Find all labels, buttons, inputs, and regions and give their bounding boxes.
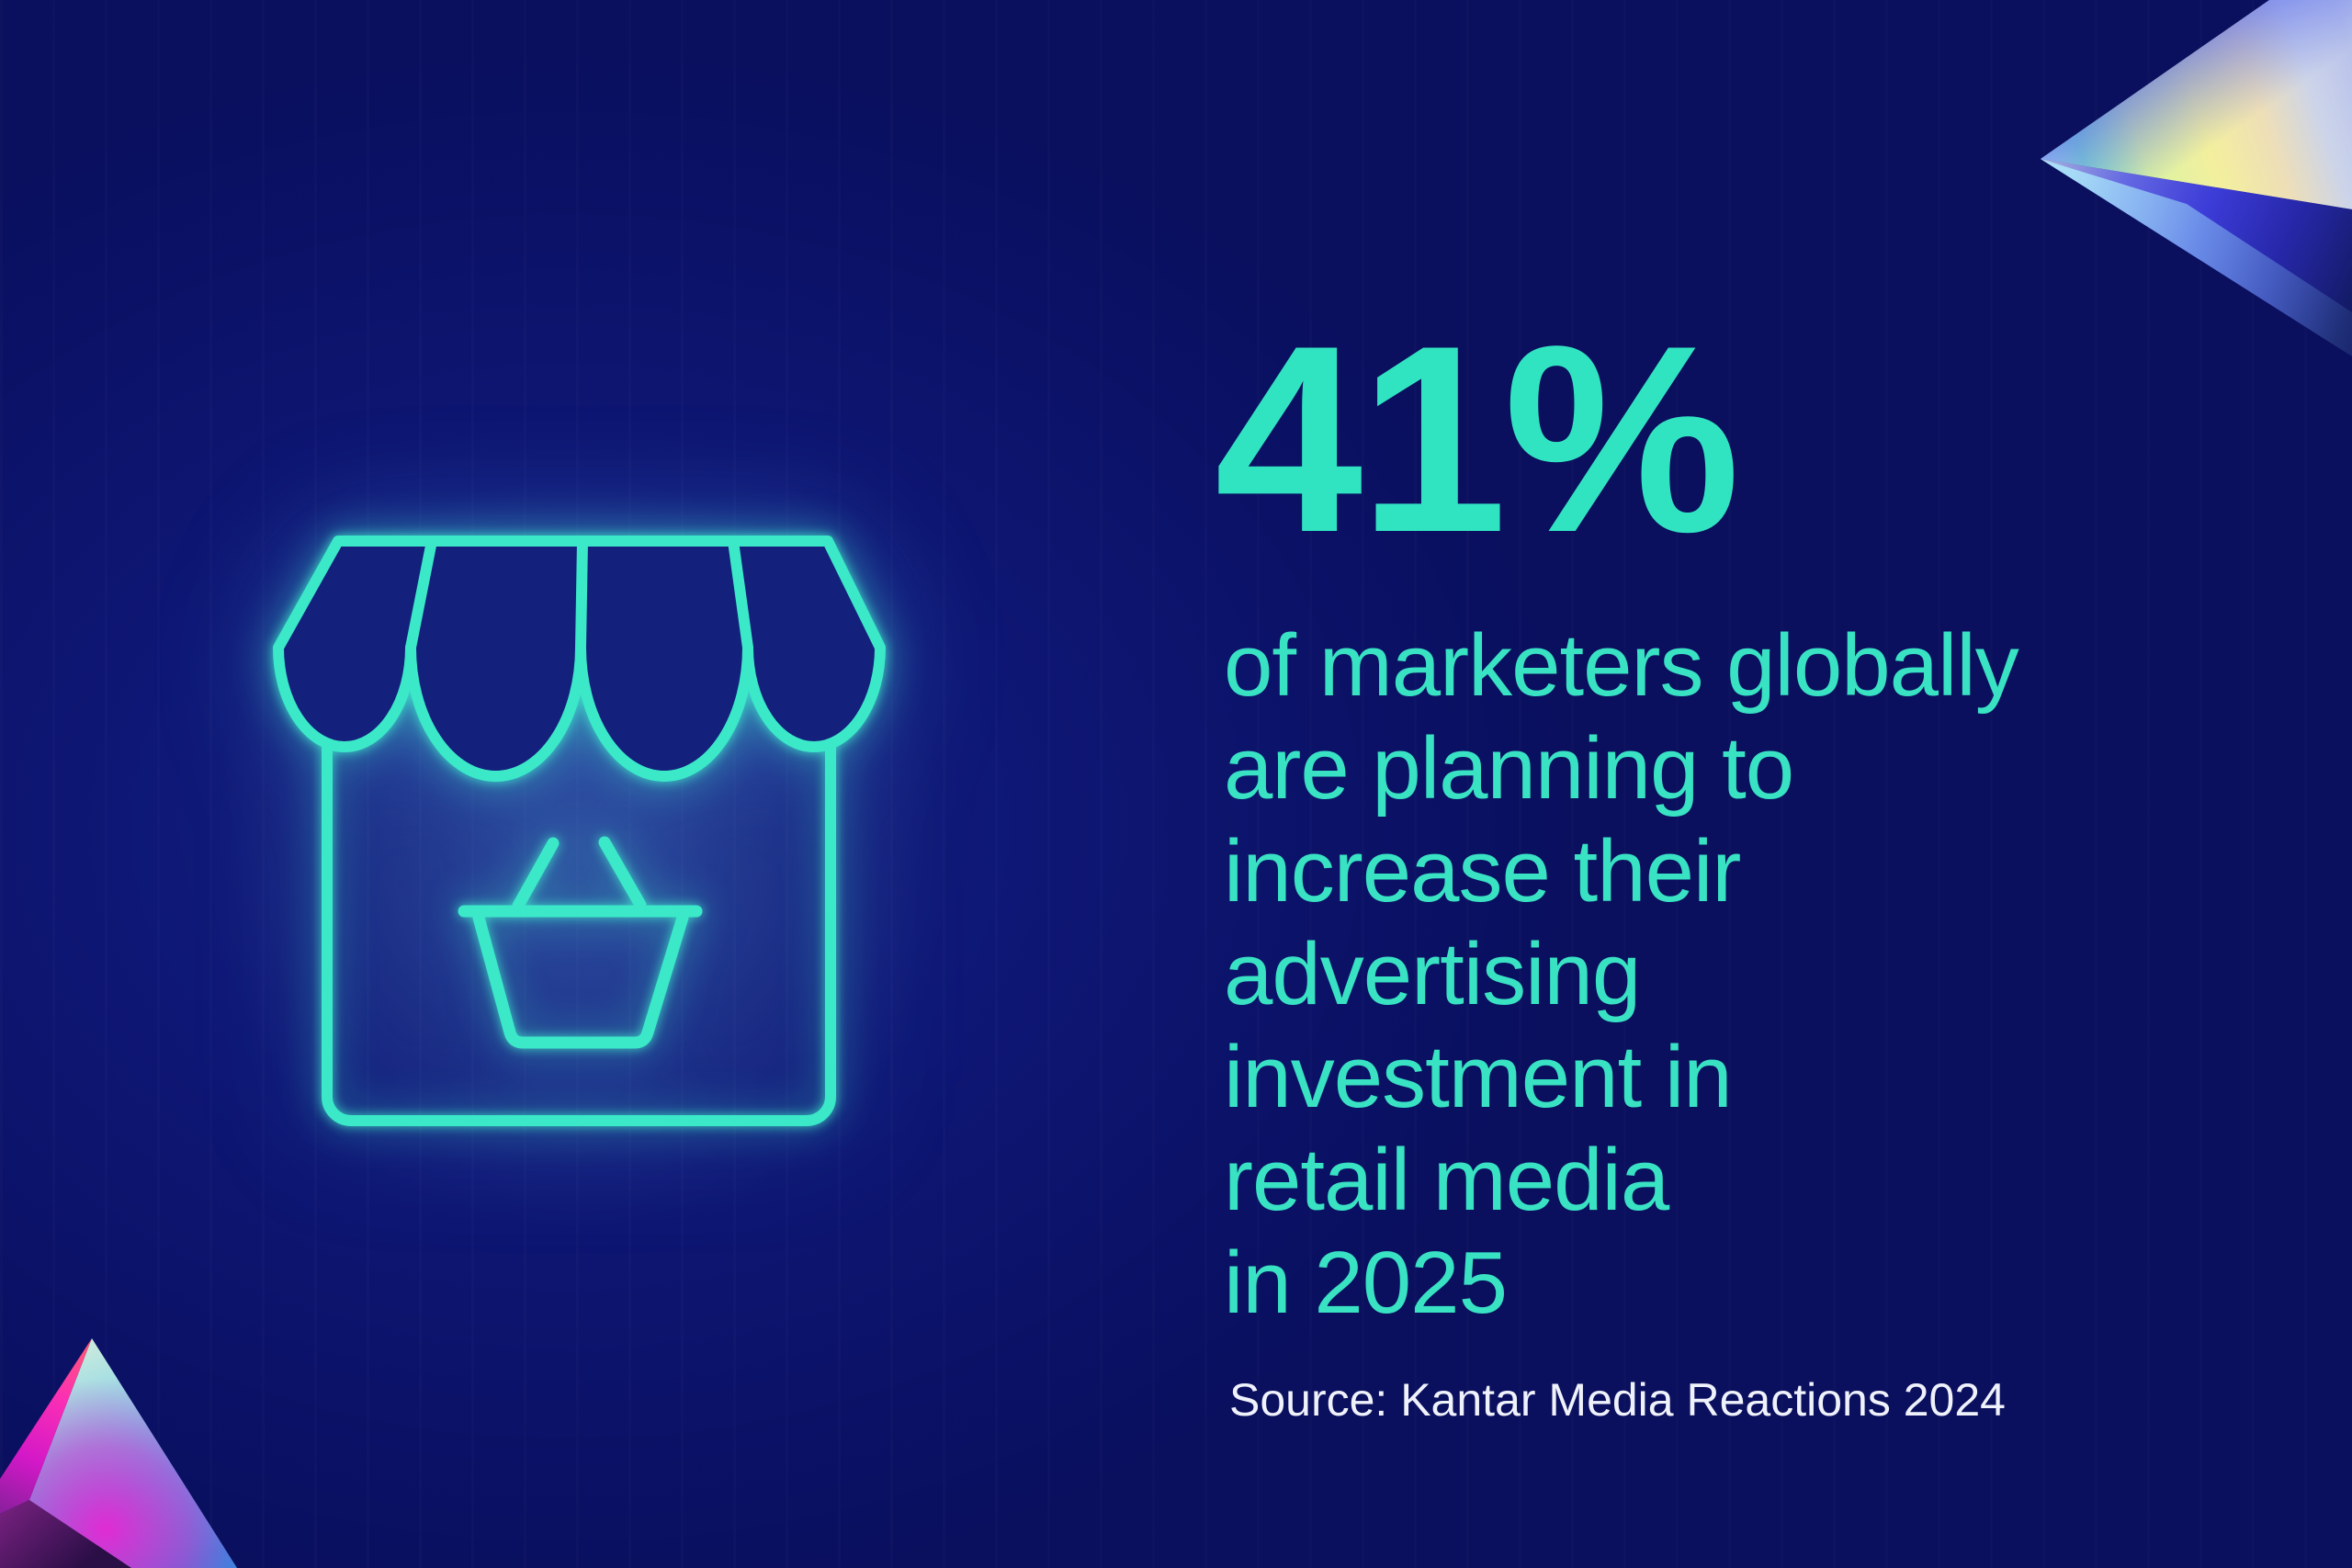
shopping-basket	[458, 836, 703, 1049]
basket-body	[472, 911, 689, 1049]
basket-handle-left	[512, 837, 560, 912]
store-awning	[273, 536, 886, 782]
holographic-prism-top-right	[2041, 0, 2352, 356]
holographic-pyramid-bottom-left	[0, 1338, 237, 1568]
description-line: of marketers globally	[1224, 616, 2019, 715]
stat-description: of marketers globally are planning to in…	[1224, 615, 2019, 1335]
storefront-basket-icon	[273, 536, 886, 1126]
description-line: retail media	[1224, 1131, 1669, 1229]
store-body	[322, 642, 836, 1126]
stat-value: 41%	[1215, 290, 1740, 588]
basket-handle-right	[598, 836, 647, 911]
description-line: advertising	[1224, 925, 1641, 1023]
source-text: Source: Kantar Media Reactions 2024	[1229, 1374, 2006, 1426]
description-line: increase their	[1224, 822, 1741, 920]
description-line: in 2025	[1224, 1234, 1508, 1332]
description-line: are planning to	[1224, 719, 1794, 818]
description-line: investment in	[1224, 1028, 1733, 1126]
